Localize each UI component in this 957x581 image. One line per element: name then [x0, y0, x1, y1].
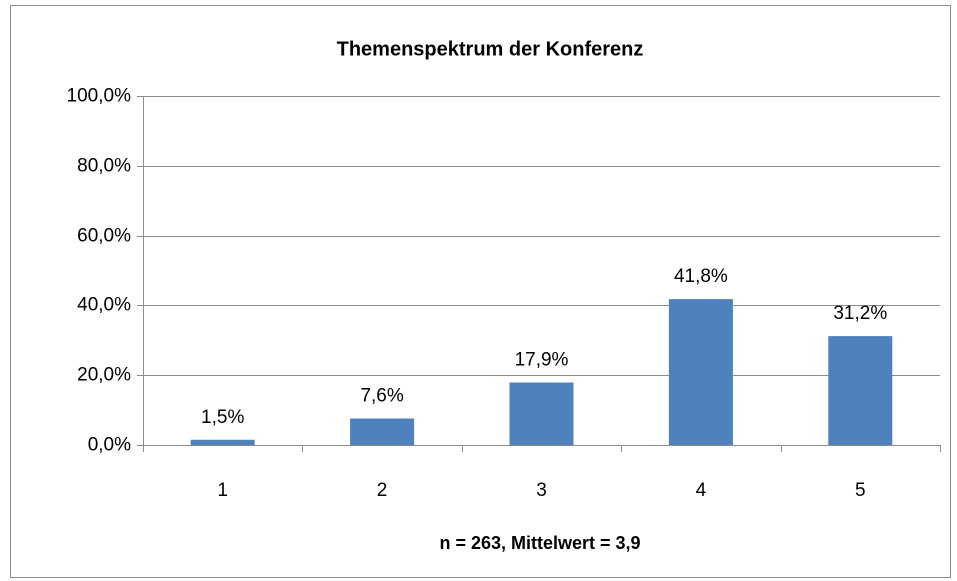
y-tick-label: 0,0%	[88, 435, 131, 456]
chart-title: Themenspektrum der Konferenz	[337, 38, 644, 60]
x-tick-label: 3	[536, 480, 547, 501]
data-label: 41,8%	[674, 266, 728, 287]
y-tick-label: 40,0%	[77, 295, 131, 316]
data-label: 31,2%	[833, 303, 887, 324]
x-tick-label: 1	[217, 480, 228, 501]
x-tick-label: 5	[855, 480, 866, 501]
data-label: 7,6%	[360, 385, 403, 406]
data-label: 1,5%	[201, 407, 244, 428]
x-tick-label: 2	[377, 480, 388, 501]
bar	[350, 418, 415, 445]
data-label: 17,9%	[515, 350, 569, 371]
y-tick-label: 20,0%	[77, 365, 131, 386]
x-tick-label: 4	[696, 480, 707, 501]
chart-border	[10, 5, 951, 578]
bar	[190, 439, 255, 445]
y-tick-label: 100,0%	[67, 86, 132, 107]
bar	[668, 299, 733, 445]
x-axis-label: n = 263, Mittelwert = 3,9	[439, 533, 640, 553]
y-tick-label: 80,0%	[77, 156, 131, 177]
bar	[828, 336, 893, 445]
y-tick-label: 60,0%	[77, 226, 131, 247]
bar	[509, 382, 574, 445]
